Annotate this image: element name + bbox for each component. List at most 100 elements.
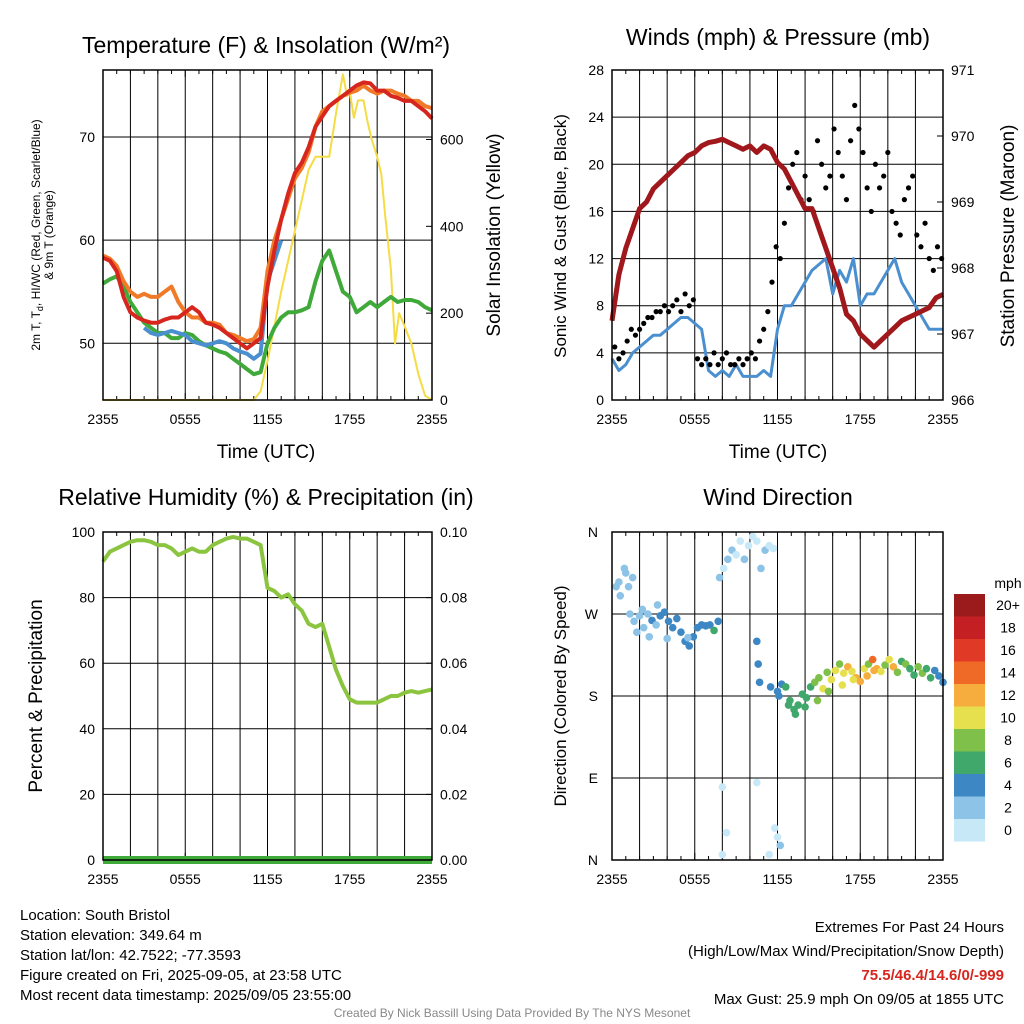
wind-gust-point [694,356,701,362]
dir-point [863,672,871,680]
wind-gust-point [885,149,891,156]
temp-ylabel-left-2: , HI/WC (Red, Green, Scarlet/Blue) [29,119,43,306]
temp-ylabel-left-sub: d [35,306,45,311]
temp-right-ytick-label: 200 [440,305,464,321]
station-location: Location: South Bristol [20,907,171,924]
wind-gust-point [661,303,668,309]
dir-point [823,668,831,677]
wind-series-sonic-wind [610,257,943,378]
wind-left-ytick-label: 12 [588,251,604,267]
temp-left-ytick-label: 50 [79,335,95,351]
svg-text:2m T, Td, HI/WC (Red, Green, S: 2m T, Td, HI/WC (Red, Green, Scarlet/Blu… [29,119,45,350]
legend-swatch [954,729,985,752]
dir-point [801,703,809,711]
wind-gust-point [649,314,655,321]
dir-point [889,663,898,671]
wind-gust-point [843,197,850,203]
dir-ytick-label: E [589,770,598,786]
dir-frame [611,531,944,861]
wind-left-ytick-label: 16 [588,203,604,219]
dir-point [710,626,718,635]
wind-left-ytick-label: 24 [588,109,604,125]
dir-point [910,671,918,679]
wind-gust-point [889,208,895,215]
dir-point [930,666,939,675]
dir-point [802,694,811,702]
wind-gust-point [756,338,763,344]
dir-point [624,582,633,591]
wind-right-ytick-label: 971 [951,62,975,78]
wind-gust-point [769,279,775,285]
dir-point [736,537,745,545]
dir-point [769,544,778,553]
wind-right-ytick-label: 969 [951,194,975,210]
temp-xtick-label: 2355 [87,411,118,427]
wind-gust-point [901,197,907,203]
station-latlon: Station lat/lon: 42.7522; -77.3593 [20,947,242,964]
rh-left-ytick-label: 0 [87,852,95,868]
rh-left-ytick-label: 40 [79,721,95,737]
dir-point [753,637,761,646]
wind-gust-point [628,326,634,332]
wind-gust-point [827,173,833,179]
wind-gust-point [728,362,734,368]
dir-point [638,605,647,614]
dir-xtick-label: 0555 [679,871,710,887]
rh-left-ytick-label: 80 [79,590,95,606]
legend-swatch [954,661,985,684]
dir-point [914,663,922,671]
wind-gust-point [905,185,912,191]
wind-left-ytick-label: 28 [588,62,604,78]
temp-left-ytick-label: 70 [79,129,95,145]
wind-gust-point [636,326,643,332]
rh-xtick-label: 1155 [252,871,282,887]
temp-series-2m-t [102,80,434,351]
wind-gust-point [670,303,676,309]
dir-xtick-label: 2355 [927,871,958,887]
legend-label: 14 [1000,665,1016,681]
wind-ylabel-left: Sonic Wind & Gust (Blue, Black) [551,114,570,358]
dir-point [639,623,648,632]
wind-gust-point [897,232,903,238]
max-gust: Max Gust: 25.9 mph On 09/05 at 1855 UTC [713,991,1004,1008]
wind-gust-point [785,185,792,191]
station-info: Location: South Bristol Station elevatio… [20,906,351,1006]
wind-gust-point [856,126,862,132]
rh-ylabel-left: Percent & Precipitation [26,599,47,792]
wind-left-ytick-label: 0 [596,392,604,408]
legend-label: 20+ [996,597,1020,613]
dir-point [824,687,833,696]
rh-right-ytick-label: 0.06 [440,655,467,671]
dir-point [744,541,753,550]
dir-point [791,710,800,719]
dir-point [835,660,844,668]
wind-gust-point [686,303,692,309]
temp-ylabel-left-1: 2m T, T [29,310,43,350]
wind-gust-point [736,356,742,362]
rh-title: Relative Humidity (%) & Precipitation (i… [58,484,473,510]
temp-xtick-label: 0555 [170,411,201,427]
dir-point [663,634,671,643]
dir-point [645,632,654,641]
wind-gust-point [678,309,684,315]
dir-point [765,850,774,859]
wind-gust-point [876,185,883,191]
temp-ylabel-left-3: & 9m T (Orange) [42,190,56,280]
wind-series-pressure [609,136,945,350]
dir-point [718,783,727,791]
dir-point [775,692,783,700]
dir-xtick-label: 1755 [845,871,876,887]
wind-gust-point [839,173,845,179]
rh-frame [102,531,433,861]
dir-point [935,672,943,680]
dir-point [621,569,630,577]
dir-point [732,550,740,559]
dir-point [753,778,761,787]
rh-series-humidity [101,534,433,705]
wind-left-ytick-label: 4 [596,345,604,361]
rh-right-ytick-label: 0.08 [440,590,467,606]
legend-swatch [954,616,985,639]
dir-point [673,614,681,623]
